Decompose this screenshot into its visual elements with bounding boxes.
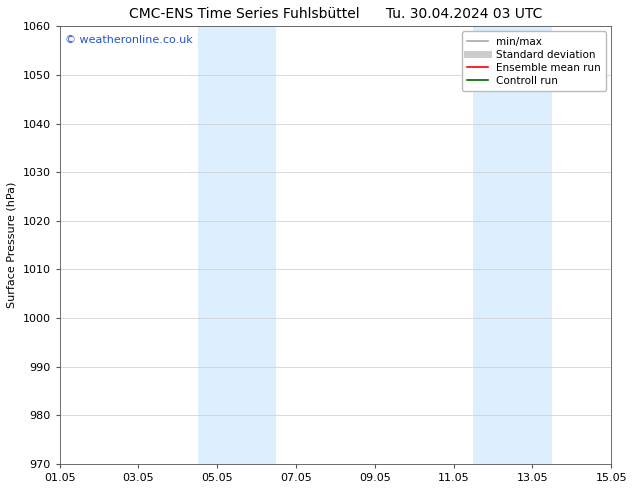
- Bar: [474, 26, 552, 464]
- Y-axis label: Surface Pressure (hPa): Surface Pressure (hPa): [7, 182, 17, 308]
- Title: CMC-ENS Time Series Fuhlsbüttel      Tu. 30.04.2024 03 UTC: CMC-ENS Time Series Fuhlsbüttel Tu. 30.0…: [129, 7, 542, 21]
- Bar: [198, 26, 276, 464]
- Legend: min/max, Standard deviation, Ensemble mean run, Controll run: min/max, Standard deviation, Ensemble me…: [462, 31, 606, 91]
- Text: © weatheronline.co.uk: © weatheronline.co.uk: [65, 35, 193, 45]
